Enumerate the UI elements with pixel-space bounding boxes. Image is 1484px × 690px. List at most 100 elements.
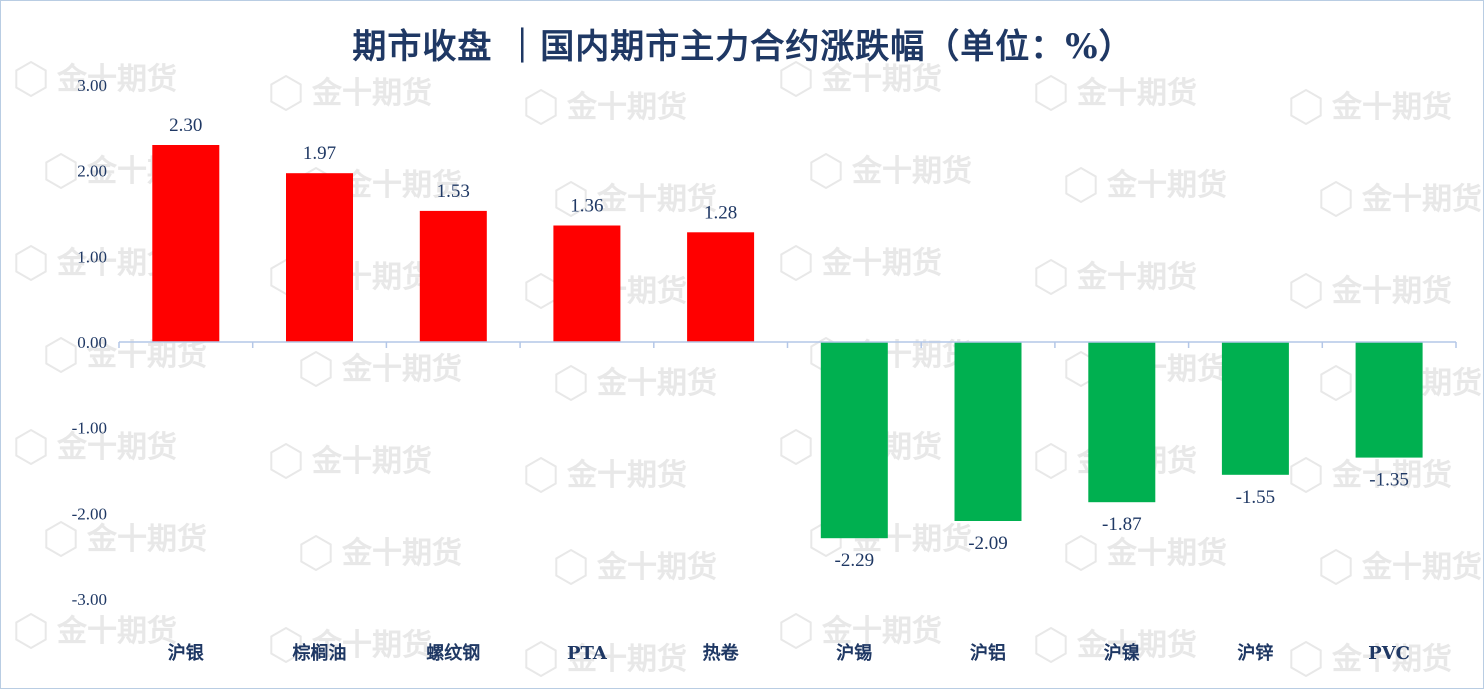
svg-text:金十期货: 金十期货 bbox=[311, 76, 432, 111]
data-label: -1.87 bbox=[1102, 514, 1142, 535]
bar-沪银 bbox=[152, 145, 220, 342]
svg-text:金十期货: 金十期货 bbox=[566, 90, 687, 125]
svg-text:金十期货: 金十期货 bbox=[341, 536, 462, 571]
watermark-logo: 金十期货 bbox=[1035, 74, 1197, 112]
watermark-logo: 金十期货 bbox=[1290, 272, 1452, 310]
watermark-logo: 金十期货 bbox=[270, 442, 432, 480]
data-label: 1.36 bbox=[570, 196, 603, 217]
watermark-logo: 金十期货 bbox=[15, 612, 177, 650]
bar-PVC bbox=[1355, 342, 1423, 458]
watermark-logo: 金十期货 bbox=[15, 428, 177, 466]
data-label: 1.28 bbox=[704, 202, 737, 223]
svg-text:金十期货: 金十期货 bbox=[851, 154, 972, 189]
category-label: 沪银 bbox=[168, 642, 205, 664]
watermark-logo: 金十期货 bbox=[1320, 180, 1482, 218]
svg-text:金十期货: 金十期货 bbox=[566, 458, 687, 493]
watermark-logo: 金十期货 bbox=[270, 74, 432, 112]
watermark-logo: 金十期货 bbox=[1065, 166, 1227, 204]
category-label: 沪铝 bbox=[970, 642, 1006, 664]
chart-title: 期市收盘 ｜国内期市主力合约涨跌幅（单位：%） bbox=[352, 27, 1134, 67]
svg-text:金十期货: 金十期货 bbox=[56, 62, 177, 97]
data-label: 1.97 bbox=[303, 143, 336, 164]
svg-text:金十期货: 金十期货 bbox=[56, 430, 177, 465]
data-label: 1.53 bbox=[437, 181, 470, 202]
watermark-logo: 金十期货 bbox=[1290, 456, 1452, 494]
svg-text:金十期货: 金十期货 bbox=[1076, 76, 1197, 111]
svg-text:金十期货: 金十期货 bbox=[1331, 90, 1452, 125]
category-label: 棕榈油 bbox=[293, 642, 347, 664]
watermark-logo: 金十期货 bbox=[45, 336, 207, 374]
data-label: -1.35 bbox=[1369, 470, 1409, 491]
watermark-logo: 金十期货 bbox=[780, 60, 942, 98]
watermark-logo: 金十期货 bbox=[780, 612, 942, 650]
category-label: 沪锡 bbox=[836, 642, 872, 664]
watermark-logo: 金十期货 bbox=[555, 364, 717, 402]
svg-text:金十期货: 金十期货 bbox=[1361, 182, 1482, 217]
svg-text:金十期货: 金十期货 bbox=[1076, 628, 1197, 663]
svg-text:金十期货: 金十期货 bbox=[341, 168, 462, 203]
svg-text:金十期货: 金十期货 bbox=[596, 366, 717, 401]
category-label: 螺纹钢 bbox=[426, 642, 480, 664]
bar-沪锡 bbox=[820, 342, 888, 539]
y-tick-label: -1.00 bbox=[72, 419, 107, 438]
watermark-logo: 金十期货 bbox=[15, 60, 177, 98]
svg-text:金十期货: 金十期货 bbox=[596, 182, 717, 217]
svg-text:金十期货: 金十期货 bbox=[821, 614, 942, 649]
category-label: 热卷 bbox=[703, 642, 740, 664]
y-tick-label: -2.00 bbox=[72, 504, 107, 523]
bar-螺纹钢 bbox=[419, 210, 487, 342]
watermark-logo: 金十期货 bbox=[1035, 258, 1197, 296]
svg-text:金十期货: 金十期货 bbox=[311, 444, 432, 479]
bar-PTA bbox=[553, 225, 621, 342]
y-tick-label: 3.00 bbox=[77, 76, 107, 95]
svg-text:金十期货: 金十期货 bbox=[1331, 274, 1452, 309]
category-label: 沪锌 bbox=[1237, 642, 1273, 664]
watermark-logo: 金十期货 bbox=[780, 244, 942, 282]
watermark-logo: 金十期货 bbox=[1290, 640, 1452, 678]
data-label: -2.09 bbox=[968, 533, 1008, 554]
svg-text:金十期货: 金十期货 bbox=[1076, 260, 1197, 295]
watermark-logo: 金十期货 bbox=[555, 548, 717, 586]
watermark-logo: 金十期货 bbox=[270, 626, 432, 664]
data-label: -1.55 bbox=[1236, 487, 1276, 508]
watermark-logo: 金十期货 bbox=[300, 534, 462, 572]
y-tick-label: -3.00 bbox=[72, 590, 107, 609]
data-label: -2.29 bbox=[835, 550, 875, 571]
svg-text:金十期货: 金十期货 bbox=[596, 550, 717, 585]
y-tick-label: 2.00 bbox=[77, 162, 107, 181]
svg-text:金十期货: 金十期货 bbox=[1106, 168, 1227, 203]
watermark-logo: 金十期货 bbox=[810, 152, 972, 190]
svg-text:金十期货: 金十期货 bbox=[1361, 550, 1482, 585]
watermark-logo: 金十期货 bbox=[525, 88, 687, 126]
bar-沪锌 bbox=[1221, 342, 1289, 475]
svg-text:金十期货: 金十期货 bbox=[341, 352, 462, 387]
data-label: 2.30 bbox=[169, 115, 202, 136]
watermark-logo: 金十期货 bbox=[525, 456, 687, 494]
svg-text:金十期货: 金十期货 bbox=[311, 628, 432, 663]
svg-text:金十期货: 金十期货 bbox=[1106, 536, 1227, 571]
bar-棕榈油 bbox=[286, 173, 353, 342]
watermark-logo: 金十期货 bbox=[1320, 548, 1482, 586]
svg-text:金十期货: 金十期货 bbox=[821, 62, 942, 97]
category-label: PVC bbox=[1368, 643, 1410, 664]
y-tick-label: 0.00 bbox=[77, 333, 107, 352]
svg-text:金十期货: 金十期货 bbox=[86, 522, 207, 557]
watermark-logo: 金十期货 bbox=[525, 640, 687, 678]
svg-text:金十期货: 金十期货 bbox=[566, 642, 687, 677]
watermark-logo: 金十期货 bbox=[555, 180, 717, 218]
watermark-logo: 金十期货 bbox=[1065, 534, 1227, 572]
watermark-logo: 金十期货 bbox=[1290, 88, 1452, 126]
svg-text:金十期货: 金十期货 bbox=[1331, 458, 1452, 493]
bar-沪镍 bbox=[1088, 342, 1156, 503]
svg-text:金十期货: 金十期货 bbox=[86, 338, 207, 373]
watermark-logo: 金十期货 bbox=[300, 350, 462, 388]
watermark-logo: 金十期货 bbox=[1035, 626, 1197, 664]
svg-text:金十期货: 金十期货 bbox=[821, 246, 942, 281]
category-label: 沪镍 bbox=[1104, 642, 1140, 664]
y-tick-label: 1.00 bbox=[77, 247, 107, 266]
bar-沪铝 bbox=[954, 342, 1022, 521]
category-label: PTA bbox=[567, 643, 608, 664]
bar-热卷 bbox=[687, 232, 755, 342]
